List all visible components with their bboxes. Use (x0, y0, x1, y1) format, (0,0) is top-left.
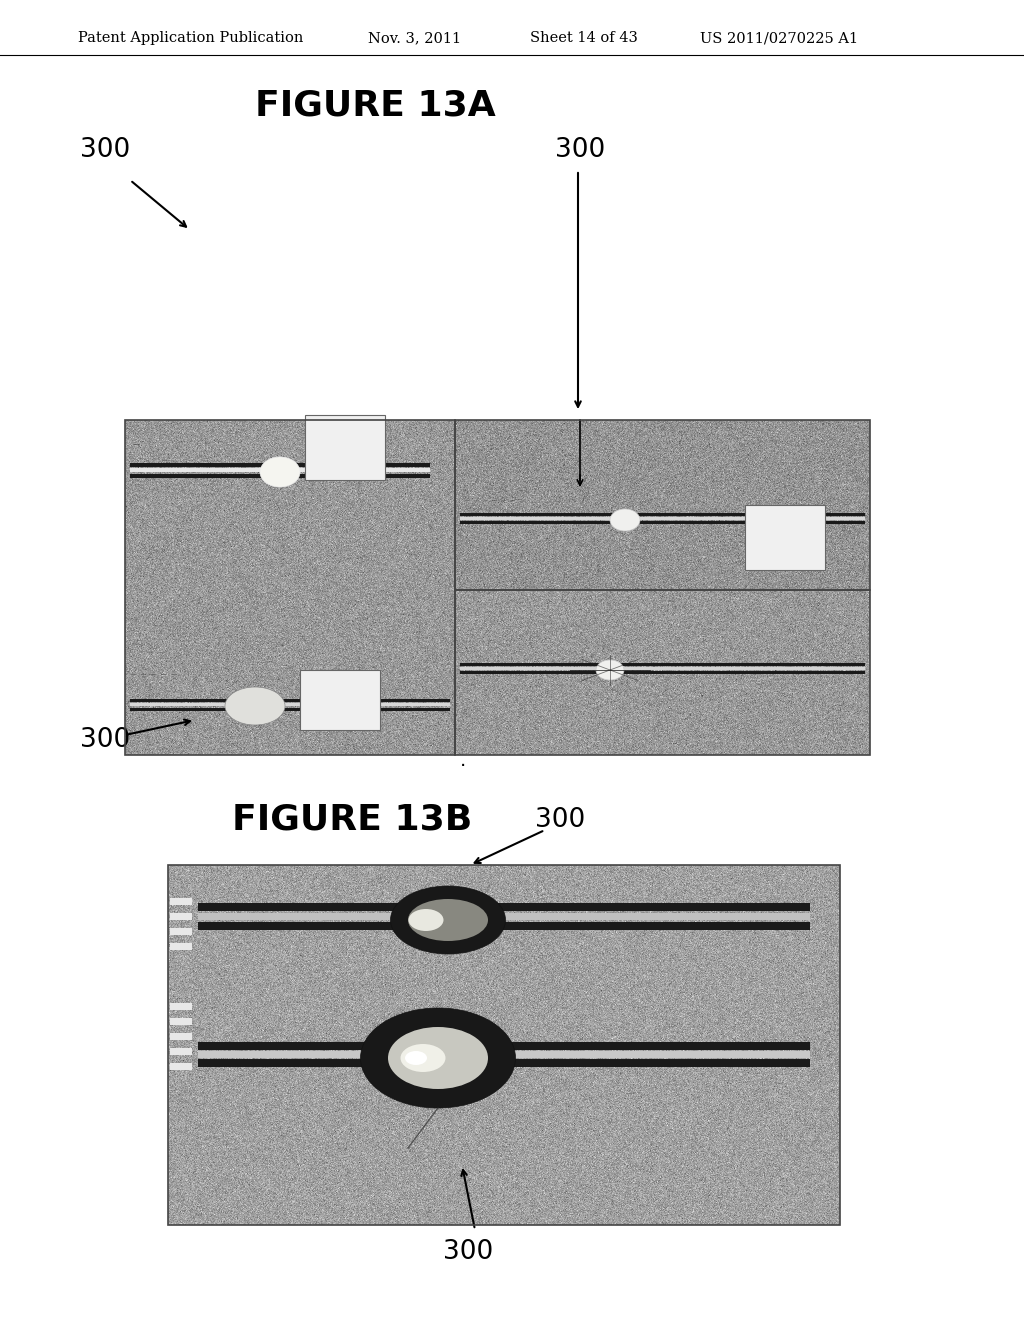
Text: —  —  —  —  —  —: — — — — — — (465, 498, 515, 503)
Bar (168, 865, 840, 1225)
Bar (455, 420, 870, 590)
Bar (170, 928, 193, 935)
Bar (305, 414, 385, 480)
Bar (460, 663, 865, 667)
Bar (170, 898, 193, 906)
Bar (125, 420, 455, 755)
Text: FIGURE 13B: FIGURE 13B (232, 803, 472, 837)
Text: 300: 300 (555, 137, 605, 162)
Bar (130, 469, 430, 473)
Ellipse shape (260, 457, 300, 487)
Bar (198, 921, 810, 931)
Ellipse shape (406, 1051, 427, 1065)
Bar (460, 517, 865, 520)
Bar (170, 1063, 193, 1071)
Ellipse shape (390, 886, 506, 954)
Bar (198, 1051, 810, 1059)
Text: US 2011/0270225 A1: US 2011/0270225 A1 (700, 30, 858, 45)
Text: Patent Application Publication: Patent Application Publication (78, 30, 303, 45)
Bar (460, 671, 865, 675)
Bar (460, 513, 865, 516)
Text: Nov. 3, 2011: Nov. 3, 2011 (368, 30, 461, 45)
Bar (460, 521, 865, 524)
Ellipse shape (596, 660, 624, 680)
Text: —  —  —  —  —: — — — — — (130, 672, 177, 677)
Bar (198, 913, 810, 920)
Bar (198, 903, 810, 911)
Bar (130, 474, 430, 478)
Bar (460, 667, 865, 671)
Text: .: . (460, 751, 466, 770)
Ellipse shape (408, 899, 488, 941)
Text: FIGURE 13A: FIGURE 13A (255, 88, 496, 121)
Bar (455, 590, 870, 755)
Ellipse shape (225, 686, 285, 725)
Bar (198, 1041, 810, 1049)
Bar (130, 700, 450, 702)
Text: —: — (133, 441, 140, 447)
Bar (170, 1003, 193, 1010)
Ellipse shape (400, 1044, 445, 1072)
Bar (745, 506, 825, 570)
Text: 300: 300 (80, 137, 130, 162)
Bar (170, 942, 193, 950)
Ellipse shape (610, 510, 640, 531)
Bar (130, 708, 450, 711)
Bar (130, 704, 450, 706)
Bar (300, 671, 380, 730)
Bar (170, 1018, 193, 1026)
Bar (170, 913, 193, 920)
Bar (170, 1034, 193, 1040)
Text: Sheet 14 of 43: Sheet 14 of 43 (530, 30, 638, 45)
Bar (130, 463, 430, 467)
Ellipse shape (360, 1008, 515, 1107)
Text: 300: 300 (443, 1239, 494, 1265)
Ellipse shape (409, 909, 443, 931)
Text: 300: 300 (80, 727, 130, 752)
Bar (198, 1059, 810, 1067)
Ellipse shape (388, 1027, 488, 1089)
Bar (170, 1048, 193, 1055)
Text: 300: 300 (535, 807, 586, 833)
